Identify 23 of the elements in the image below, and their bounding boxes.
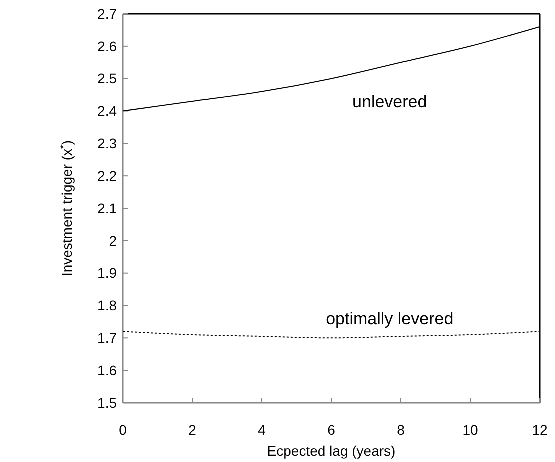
x-tick-label: 0 <box>119 422 128 438</box>
y-tick-label: 2.1 <box>98 200 118 216</box>
y-tick-label: 2.6 <box>98 38 118 54</box>
y-tick-label: 2.2 <box>98 168 118 184</box>
x-axis-title: Ecpected lag (years) <box>267 443 396 459</box>
y-tick-label: 1.7 <box>98 330 118 346</box>
y-tick-label: 1.6 <box>98 362 118 378</box>
y-tick-label: 1.9 <box>98 265 118 282</box>
x-tick-label: 10 <box>462 422 478 438</box>
y-tick-label: 1.5 <box>98 394 118 411</box>
y-tick-label: 2.5 <box>98 70 118 87</box>
x-tick-label: 4 <box>258 422 266 438</box>
y-tick-label: 2.4 <box>98 103 118 120</box>
series-label: optimally levered <box>326 310 454 329</box>
y-tick-label: 1.8 <box>98 298 118 314</box>
y-tick-label: 2.3 <box>98 136 118 152</box>
x-tick-label: 12 <box>532 422 548 438</box>
y-tick-label: 2 <box>109 232 118 249</box>
x-tick-label: 2 <box>188 422 197 438</box>
series-label: unlevered <box>352 92 428 112</box>
y-tick-label: 2.7 <box>98 6 118 22</box>
x-tick-label: 8 <box>397 422 406 438</box>
x-tick-label: 6 <box>328 422 336 438</box>
